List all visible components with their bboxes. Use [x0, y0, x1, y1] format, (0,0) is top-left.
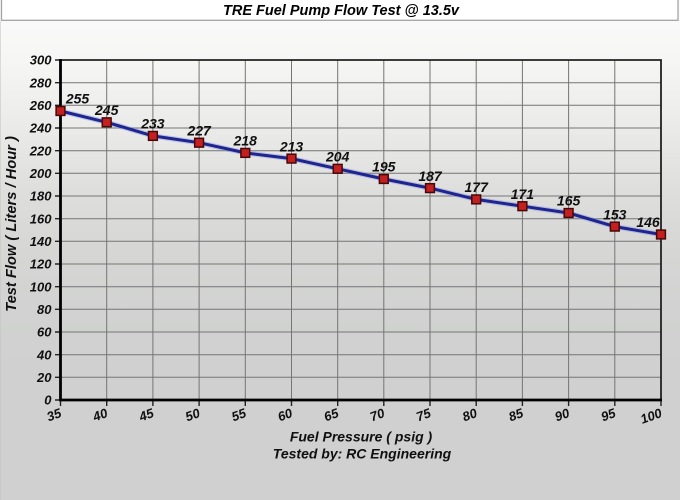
svg-text:45: 45 — [136, 405, 156, 425]
svg-text:160: 160 — [30, 211, 52, 226]
svg-text:75: 75 — [414, 405, 433, 424]
svg-text:35: 35 — [45, 405, 64, 424]
svg-text:100: 100 — [638, 405, 664, 427]
svg-text:153: 153 — [603, 206, 627, 222]
svg-text:140: 140 — [30, 234, 52, 249]
svg-text:Tested by: RC Engineering: Tested by: RC Engineering — [273, 446, 452, 462]
svg-text:171: 171 — [511, 186, 535, 202]
svg-text:260: 260 — [29, 98, 52, 113]
svg-text:187: 187 — [418, 168, 443, 184]
svg-text:100: 100 — [30, 279, 52, 294]
svg-text:220: 220 — [29, 143, 52, 158]
svg-text:233: 233 — [140, 116, 165, 132]
svg-text:200: 200 — [29, 166, 52, 181]
svg-text:227: 227 — [186, 122, 212, 138]
svg-text:70: 70 — [368, 405, 387, 424]
svg-text:TRE Fuel Pump Flow Test @ 13.5: TRE Fuel Pump Flow Test @ 13.5v — [223, 3, 460, 19]
svg-text:218: 218 — [233, 133, 258, 149]
svg-text:180: 180 — [30, 189, 52, 204]
svg-text:146: 146 — [636, 214, 660, 230]
svg-text:60: 60 — [276, 405, 295, 424]
svg-text:177: 177 — [465, 179, 490, 195]
svg-text:245: 245 — [94, 102, 119, 118]
svg-text:55: 55 — [229, 405, 248, 424]
svg-text:40: 40 — [36, 347, 52, 362]
svg-text:165: 165 — [557, 193, 581, 209]
svg-text:95: 95 — [599, 405, 618, 424]
svg-text:80: 80 — [37, 302, 52, 317]
svg-text:195: 195 — [372, 159, 396, 175]
svg-text:300: 300 — [30, 53, 52, 68]
svg-text:90: 90 — [553, 405, 572, 424]
svg-text:20: 20 — [36, 370, 52, 385]
svg-text:213: 213 — [279, 138, 304, 154]
svg-text:65: 65 — [322, 405, 341, 424]
svg-text:85: 85 — [506, 405, 525, 424]
svg-text:255: 255 — [65, 91, 90, 107]
svg-text:50: 50 — [183, 405, 202, 424]
svg-text:Test Flow ( Liters / Hour ): Test Flow ( Liters / Hour ) — [4, 136, 20, 312]
svg-text:60: 60 — [37, 325, 52, 340]
svg-text:80: 80 — [460, 405, 479, 424]
svg-text:120: 120 — [30, 257, 52, 272]
svg-text:0: 0 — [44, 393, 52, 408]
svg-text:Fuel Pressure ( psig ): Fuel Pressure ( psig ) — [290, 429, 433, 445]
svg-text:204: 204 — [325, 149, 350, 165]
svg-text:240: 240 — [29, 121, 52, 136]
svg-text:40: 40 — [90, 405, 110, 425]
svg-text:280: 280 — [29, 75, 52, 90]
